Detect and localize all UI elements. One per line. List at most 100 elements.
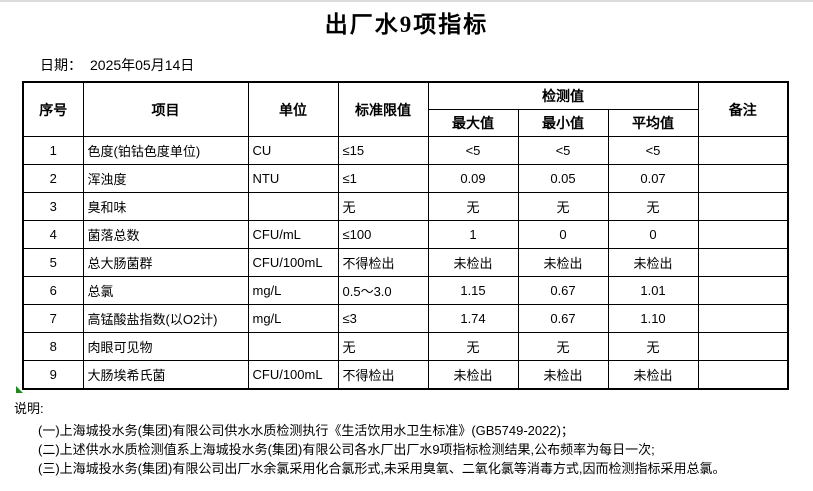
cell-max: <5 (427, 136, 519, 165)
cell-unit: CFU/mL (247, 220, 339, 249)
table-row: 3 臭和味无无无无 (22, 192, 789, 221)
cell-remark (697, 360, 789, 390)
table-row: 2 浑浊度 NTU ≤1 0.09 0.05 0.07 (22, 164, 789, 193)
cell-limit: ≤1 (337, 164, 429, 193)
cell-remark (697, 136, 789, 165)
cell-min: 未检出 (517, 360, 609, 390)
cell-index: 9 (22, 360, 84, 390)
cell-max: 1 (427, 220, 519, 249)
cell-avg: 0 (607, 220, 699, 249)
cell-max: 1.74 (427, 304, 519, 333)
cell-limit: 0.5～3.0 (337, 276, 429, 305)
note-line: (三)上海城投水务(集团)有限公司出厂水余氯采用化合氯形式,未采用臭氧、二氧化氯… (38, 461, 726, 476)
cell-min: 0.67 (517, 276, 609, 305)
cell-min: 0.67 (517, 304, 609, 333)
cell-min: 无 (517, 192, 609, 221)
cell-max: 无 (427, 332, 519, 361)
cell-limit: 无 (337, 332, 429, 361)
cell-max: 未检出 (427, 248, 519, 277)
excel-corner-marker (16, 386, 23, 393)
cell-unit (247, 192, 339, 221)
cell-limit: ≤3 (337, 304, 429, 333)
cell-avg: 无 (607, 332, 699, 361)
cell-item: 臭和味 (82, 192, 249, 221)
cell-item: 菌落总数 (82, 220, 249, 249)
cell-index: 4 (22, 220, 84, 249)
cell-remark (697, 220, 789, 249)
cell-max: 无 (427, 192, 519, 221)
cell-avg: 无 (607, 192, 699, 221)
window-top-edge (0, 0, 813, 2)
header-max: 最大值 (427, 109, 519, 137)
page-title: 出厂水9项指标 (324, 12, 489, 37)
cell-limit: 不得检出 (337, 248, 429, 277)
date-value: 2025年05月14日 (90, 57, 195, 73)
table-body: 1 色度(铂钴色度单位) CU ≤15 <5 <5 <5 2 浑浊度 NTU ≤1 0.09 0.05 0… (22, 136, 789, 390)
notes-label: 说明: (14, 401, 44, 416)
cell-min: <5 (517, 136, 609, 165)
cell-avg: 1.01 (607, 276, 699, 305)
cell-item: 肉眼可见物 (82, 332, 249, 361)
cell-item: 高锰酸盐指数(以O2计) (82, 304, 249, 333)
cell-min: 无 (517, 332, 609, 361)
cell-limit: ≤15 (337, 136, 429, 165)
notes: (一)上海城投水务(集团)有限公司供水水质检测执行《生活饮用水卫生标准》(GB5… (38, 421, 726, 478)
cell-item: 色度(铂钴色度单位) (82, 136, 249, 165)
cell-index: 7 (22, 304, 84, 333)
cell-max: 1.15 (427, 276, 519, 305)
cell-item: 总氯 (82, 276, 249, 305)
cell-unit: NTU (247, 164, 339, 193)
cell-item: 总大肠菌群 (82, 248, 249, 277)
cell-remark (697, 248, 789, 277)
cell-min: 0.05 (517, 164, 609, 193)
cell-index: 5 (22, 248, 84, 277)
cell-index: 6 (22, 276, 84, 305)
table-row: 4 菌落总数 CFU/mL ≤100 1 0 0 (22, 220, 789, 249)
table-header: 序号 项目 单位 标准限值 检测值 备注 最大值 最小值 平均值 (22, 81, 789, 137)
cell-remark (697, 276, 789, 305)
cell-avg: <5 (607, 136, 699, 165)
cell-unit: CU (247, 136, 339, 165)
note-line: (二)上述供水水质检测值系上海城投水务(集团)有限公司各水厂出厂水9项指标检测结… (38, 442, 655, 457)
cell-max: 0.09 (427, 164, 519, 193)
header-item: 项目 (82, 81, 249, 137)
table-row: 9 大肠埃希氏菌 CFU/100mL 不得检出 未检出 未检出 未检出 (22, 360, 789, 390)
header-detection: 检测值 (427, 81, 699, 110)
cell-unit: mg/L (247, 276, 339, 305)
cell-limit: 不得检出 (337, 360, 429, 390)
table-row: 6 总氯 mg/L 0.5～3.0 1.15 0.67 1.01 (22, 276, 789, 305)
cell-unit: mg/L (247, 304, 339, 333)
cell-unit (247, 332, 339, 361)
cell-min: 0 (517, 220, 609, 249)
cell-index: 3 (22, 192, 84, 221)
cell-remark (697, 164, 789, 193)
cell-remark (697, 192, 789, 221)
note-line: (一)上海城投水务(集团)有限公司供水水质检测执行《生活饮用水卫生标准》(GB5… (38, 423, 574, 438)
table-row: 1 色度(铂钴色度单位) CU ≤15 <5 <5 <5 (22, 136, 789, 165)
cell-avg: 0.07 (607, 164, 699, 193)
header-limit: 标准限值 (337, 81, 429, 137)
cell-index: 8 (22, 332, 84, 361)
header-avg: 平均值 (607, 109, 699, 137)
cell-index: 1 (22, 136, 84, 165)
cell-avg: 1.10 (607, 304, 699, 333)
cell-max: 未检出 (427, 360, 519, 390)
cell-avg: 未检出 (607, 360, 699, 390)
header-min: 最小值 (517, 109, 609, 137)
cell-limit: ≤100 (337, 220, 429, 249)
table-row: 7 高锰酸盐指数(以O2计) mg/L ≤3 1.74 0.67 1.10 (22, 304, 789, 333)
header-remark: 备注 (697, 81, 789, 137)
cell-min: 未检出 (517, 248, 609, 277)
cell-avg: 未检出 (607, 248, 699, 277)
date-label: 日期： (40, 57, 82, 73)
cell-unit: CFU/100mL (247, 360, 339, 390)
cell-item: 浑浊度 (82, 164, 249, 193)
cell-unit: CFU/100mL (247, 248, 339, 277)
cell-limit: 无 (337, 192, 429, 221)
cell-item: 大肠埃希氏菌 (82, 360, 249, 390)
header-unit: 单位 (247, 81, 339, 137)
header-index: 序号 (22, 81, 84, 137)
cell-remark (697, 332, 789, 361)
report-date: 日期： 2025年05月14日 (40, 55, 194, 75)
cell-index: 2 (22, 164, 84, 193)
